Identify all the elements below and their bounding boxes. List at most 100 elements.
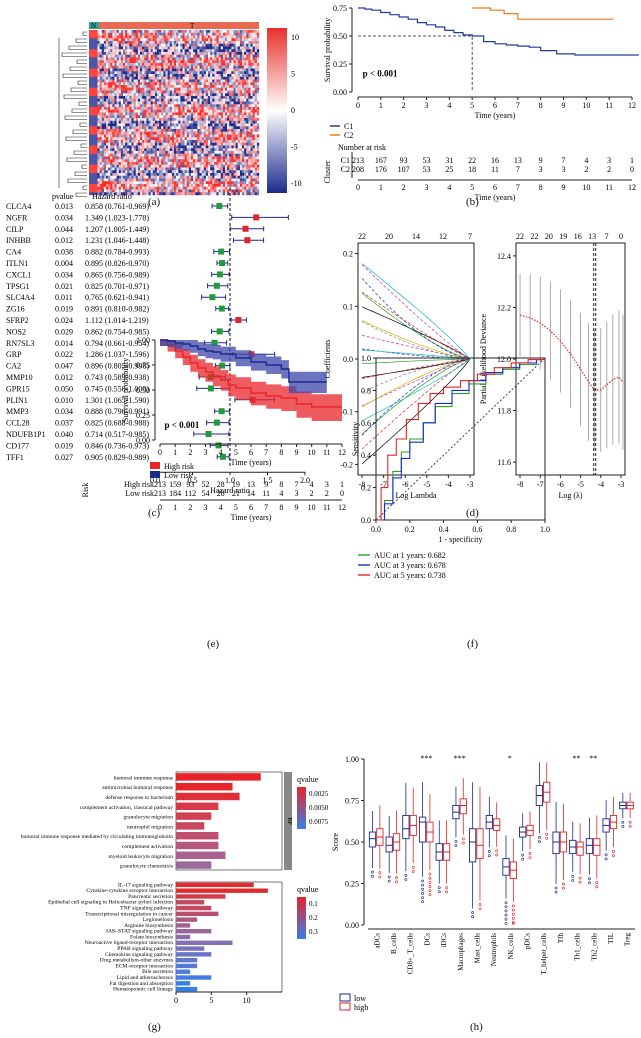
heatmap-cell	[254, 63, 258, 66]
heatmap-cell	[231, 49, 234, 53]
heatmap-cell	[250, 126, 253, 130]
heatmap-cell	[216, 189, 219, 193]
heatmap-cell	[250, 173, 253, 176]
heatmap-cell	[252, 101, 255, 105]
heatmap-cell	[148, 167, 151, 171]
heatmap-cell	[110, 46, 113, 50]
heatmap-cell	[242, 30, 245, 33]
heatmap-cell	[233, 170, 236, 174]
heatmap-cell	[233, 101, 236, 105]
dendrogram-branch	[76, 59, 87, 64]
heatmap-cell	[89, 173, 92, 176]
dendrogram-branch	[73, 150, 87, 155]
heatmap-cell	[229, 118, 232, 121]
heatmap-cell	[108, 71, 111, 75]
heatmap-cell	[242, 96, 245, 99]
heatmap-cell	[127, 96, 130, 99]
heatmap-cell	[246, 43, 249, 47]
heatmap-cell	[106, 60, 109, 64]
heatmap-cell	[150, 170, 153, 174]
heatmap-cell	[239, 98, 243, 102]
heatmap-cell	[220, 181, 224, 185]
heatmap-cell	[131, 60, 134, 64]
heatmap-cell	[116, 43, 119, 47]
heatmap-cell	[120, 46, 124, 50]
heatmap-cell	[250, 90, 253, 94]
heatmap-cell	[127, 109, 130, 113]
heatmap-cell	[188, 68, 192, 72]
heatmap-cell	[216, 123, 219, 127]
heatmap-cell	[231, 175, 234, 179]
heatmap-cell	[184, 126, 187, 130]
heatmap-cell	[125, 126, 128, 130]
heatmap-cell	[193, 126, 196, 130]
heatmap-cell	[123, 131, 126, 135]
heatmap-cell	[159, 32, 162, 36]
heatmap-cell	[210, 134, 213, 138]
heatmap-cell	[191, 148, 194, 152]
heatmap-cell	[97, 52, 100, 55]
heatmap-cell	[152, 43, 156, 47]
heatmap-cell	[229, 151, 232, 154]
heatmap-cell	[225, 68, 228, 72]
heatmap-cell	[135, 57, 139, 61]
heatmap-cell	[191, 151, 194, 154]
heatmap-cell	[142, 164, 145, 168]
heatmap-cell	[184, 98, 187, 102]
heatmap-cell	[212, 184, 215, 187]
heatmap-cell	[182, 104, 185, 108]
heatmap-cell	[197, 192, 200, 196]
heatmap-cell	[212, 167, 215, 171]
heatmap-cell	[239, 189, 243, 193]
heatmap-cell	[208, 54, 211, 58]
heatmap-cell	[242, 43, 245, 47]
heatmap-cell	[97, 93, 100, 97]
heatmap-cell	[193, 90, 196, 94]
heatmap-cell	[103, 74, 107, 77]
heatmap-cell	[178, 109, 181, 113]
heatmap-cell	[214, 192, 217, 196]
heatmap-cell	[133, 129, 136, 132]
risk-x-tick-label: 1	[379, 183, 383, 192]
heatmap-cell	[195, 184, 198, 187]
heatmap-cell	[231, 57, 234, 61]
heatmap-cell	[235, 184, 238, 187]
heatmap-cell	[216, 54, 219, 58]
heatmap-cell	[201, 148, 204, 152]
heatmap-cell	[252, 129, 255, 132]
heatmap-cell	[220, 148, 224, 152]
heatmap-cell	[248, 32, 251, 36]
heatmap-cell	[150, 189, 153, 193]
heatmap-cell	[208, 98, 211, 102]
heatmap-cell	[242, 54, 245, 58]
heatmap-cell	[203, 60, 207, 64]
heatmap-cell	[154, 153, 158, 157]
heatmap-cell	[210, 87, 213, 91]
heatmap-cell	[169, 46, 173, 50]
heatmap-cell	[229, 156, 232, 160]
heatmap-cell	[246, 63, 249, 66]
heatmap-cell	[163, 49, 166, 53]
heatmap-cell	[165, 54, 168, 58]
heatmap-cell	[169, 175, 173, 179]
heatmap-cell	[252, 164, 255, 168]
heatmap-cell	[97, 186, 100, 190]
heatmap-cell	[108, 112, 111, 116]
heatmap-cell	[244, 162, 247, 165]
heatmap-cell	[188, 112, 192, 116]
heatmap-cell	[150, 159, 153, 163]
heatmap-cell	[235, 52, 238, 55]
heatmap-cell	[101, 159, 105, 163]
heatmap-cell	[218, 90, 221, 94]
heatmap-cell	[180, 41, 183, 44]
heatmap-cell	[157, 46, 160, 50]
heatmap-cell	[178, 46, 181, 50]
heatmap-cell	[110, 186, 113, 190]
heatmap-cell	[133, 148, 136, 152]
heatmap-cell	[256, 189, 260, 193]
risk-value: 1	[630, 156, 634, 165]
heatmap-cell	[129, 120, 132, 124]
heatmap-cell	[252, 137, 255, 141]
dendrogram-branch	[82, 185, 87, 190]
heatmap-cell	[120, 151, 124, 154]
